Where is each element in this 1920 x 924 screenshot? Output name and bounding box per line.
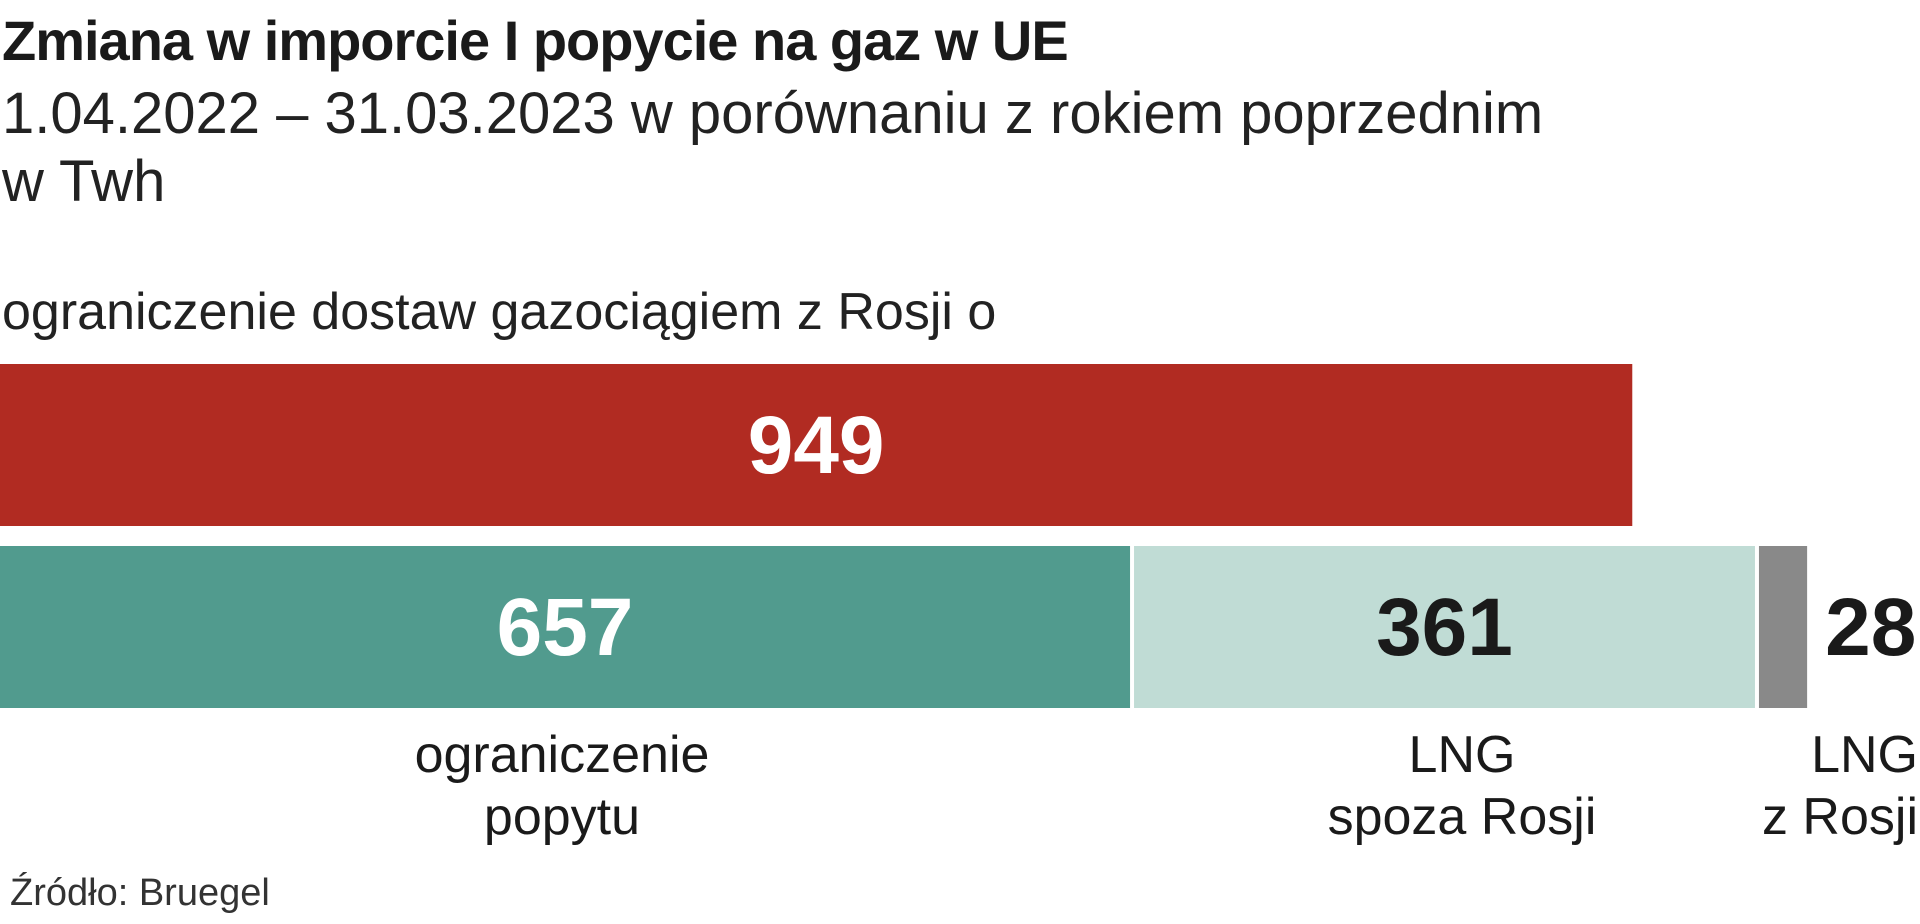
top-bar-label: ograniczenie dostaw gazociągiem z Rosji … bbox=[2, 283, 997, 341]
data-label-1-0: 657 bbox=[497, 582, 634, 673]
data-label-1-2: 28 bbox=[1825, 582, 1916, 673]
segment-caption-1-2-1: z Rosji bbox=[1762, 788, 1918, 846]
bar-segment-1-2 bbox=[1758, 546, 1808, 708]
bar-segment-1-1 bbox=[1134, 546, 1755, 708]
segment-caption-1-0-1: popytu bbox=[484, 788, 640, 846]
chart-title: Zmiana w imporcie I popycie na gaz w UE bbox=[2, 9, 1069, 72]
bar-segment-0-0 bbox=[0, 364, 1633, 526]
subtitle-period: 1.04.2022 – 31.03.2023 w porównaniu z ro… bbox=[2, 81, 1544, 146]
segment-caption-1-0-0: ograniczenie bbox=[415, 726, 710, 784]
segment-caption-1-2-0: LNG bbox=[1811, 726, 1918, 784]
data-label-0-0: 949 bbox=[748, 400, 885, 491]
segment-caption-1-1-0: LNG bbox=[1409, 726, 1516, 784]
data-label-1-1: 361 bbox=[1376, 582, 1513, 673]
chart-subtitle: 1.04.2022 – 31.03.2023 w porównaniu z ro… bbox=[2, 80, 1882, 216]
source-note: Źródło: Bruegel bbox=[10, 872, 270, 914]
bar-segment-1-0 bbox=[0, 546, 1131, 708]
subtitle-unit: w Twh bbox=[2, 149, 166, 214]
segment-caption-1-1-1: spoza Rosji bbox=[1328, 788, 1597, 846]
